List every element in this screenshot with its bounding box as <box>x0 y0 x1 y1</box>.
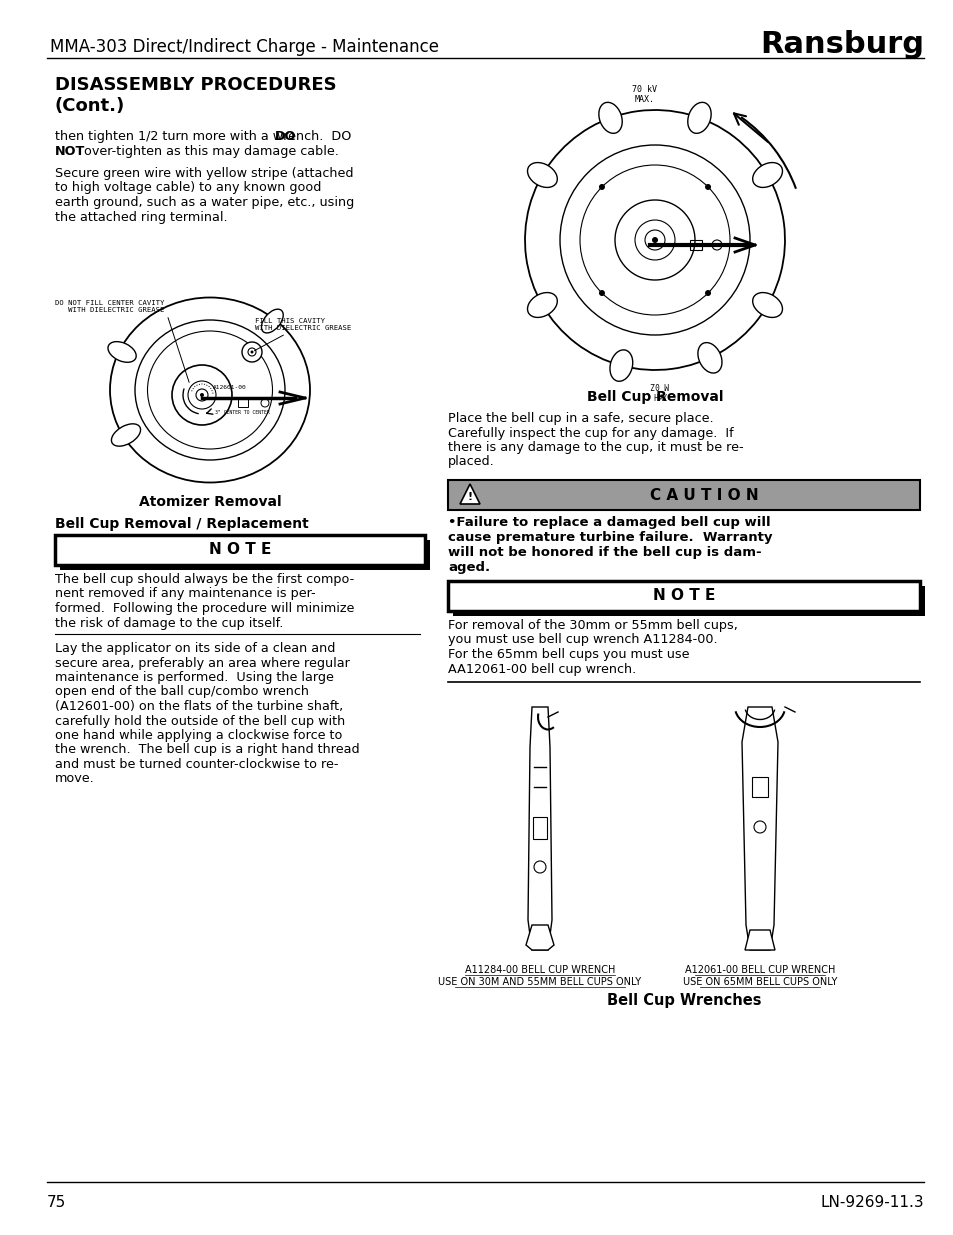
Text: Atomizer Removal: Atomizer Removal <box>138 495 281 509</box>
Text: N O T E: N O T E <box>209 542 271 557</box>
Text: MMA-303 Direct/Indirect Charge - Maintenance: MMA-303 Direct/Indirect Charge - Mainten… <box>50 38 438 56</box>
Circle shape <box>598 184 604 190</box>
Text: aged.: aged. <box>448 561 490 574</box>
Text: For the 65mm bell cups you must use: For the 65mm bell cups you must use <box>448 648 689 661</box>
Ellipse shape <box>108 342 136 362</box>
Text: 70 kV: 70 kV <box>632 85 657 94</box>
Text: NOT: NOT <box>55 144 85 158</box>
Text: XYH
M 0Z: XYH M 0Z <box>650 380 669 399</box>
Text: Carefully inspect the cup for any damage.  If: Carefully inspect the cup for any damage… <box>448 426 733 440</box>
Text: USE ON 30M AND 55MM BELL CUPS ONLY: USE ON 30M AND 55MM BELL CUPS ONLY <box>438 977 640 987</box>
Text: Bell Cup Wrenches: Bell Cup Wrenches <box>606 993 760 1008</box>
Ellipse shape <box>112 424 140 446</box>
Text: open end of the ball cup/combo wrench: open end of the ball cup/combo wrench <box>55 685 309 699</box>
Text: 75: 75 <box>47 1195 66 1210</box>
Text: N O T E: N O T E <box>652 588 715 603</box>
Text: maintenance is performed.  Using the large: maintenance is performed. Using the larg… <box>55 671 334 684</box>
FancyBboxPatch shape <box>453 585 924 616</box>
FancyBboxPatch shape <box>448 580 919 611</box>
Ellipse shape <box>598 103 621 133</box>
Text: the wrench.  The bell cup is a right hand thread: the wrench. The bell cup is a right hand… <box>55 743 359 757</box>
Text: the risk of damage to the cup itself.: the risk of damage to the cup itself. <box>55 616 283 630</box>
Text: A12601-00: A12601-00 <box>213 385 247 390</box>
Text: placed.: placed. <box>448 456 495 468</box>
Text: nent removed if any maintenance is per-: nent removed if any maintenance is per- <box>55 588 315 600</box>
Polygon shape <box>741 706 778 950</box>
Text: (A12601-00) on the flats of the turbine shaft,: (A12601-00) on the flats of the turbine … <box>55 700 343 713</box>
Text: LN-9269-11.3: LN-9269-11.3 <box>820 1195 923 1210</box>
Text: then tighten 1/2 turn more with a wrench.  DO: then tighten 1/2 turn more with a wrench… <box>55 130 351 143</box>
Text: USE ON 65MM BELL CUPS ONLY: USE ON 65MM BELL CUPS ONLY <box>682 977 837 987</box>
Circle shape <box>704 184 710 190</box>
Text: one hand while applying a clockwise force to: one hand while applying a clockwise forc… <box>55 729 342 742</box>
Text: AA12061-00 bell cup wrench.: AA12061-00 bell cup wrench. <box>448 662 636 676</box>
Text: DO NOT FILL CENTER CAVITY
   WITH DIELECTRIC GREASE: DO NOT FILL CENTER CAVITY WITH DIELECTRI… <box>55 300 189 383</box>
Text: (Cont.): (Cont.) <box>55 98 125 115</box>
Text: Lay the applicator on its side of a clean and: Lay the applicator on its side of a clea… <box>55 642 335 655</box>
Text: formed.  Following the procedure will minimize: formed. Following the procedure will min… <box>55 601 354 615</box>
Ellipse shape <box>609 350 632 382</box>
Polygon shape <box>744 930 774 950</box>
Text: you must use bell cup wrench A11284-00.: you must use bell cup wrench A11284-00. <box>448 634 717 646</box>
Text: C A U T I O N: C A U T I O N <box>649 488 758 503</box>
Polygon shape <box>459 484 479 504</box>
Circle shape <box>704 290 710 296</box>
Text: A12061-00 BELL CUP WRENCH: A12061-00 BELL CUP WRENCH <box>684 965 834 974</box>
Text: 3" CENTER TO CENTER: 3" CENTER TO CENTER <box>214 410 270 415</box>
FancyBboxPatch shape <box>60 540 430 571</box>
Text: over-tighten as this may damage cable.: over-tighten as this may damage cable. <box>80 144 338 158</box>
Ellipse shape <box>687 103 710 133</box>
Text: cause premature turbine failure.  Warranty: cause premature turbine failure. Warrant… <box>448 531 772 543</box>
Circle shape <box>251 351 253 353</box>
Polygon shape <box>527 706 552 950</box>
Text: Place the bell cup in a safe, secure place.: Place the bell cup in a safe, secure pla… <box>448 412 713 425</box>
FancyBboxPatch shape <box>55 535 424 564</box>
Text: there is any damage to the cup, it must be re-: there is any damage to the cup, it must … <box>448 441 742 454</box>
Text: DO: DO <box>274 130 296 143</box>
Circle shape <box>200 393 204 396</box>
Text: will not be honored if the bell cup is dam-: will not be honored if the bell cup is d… <box>448 546 760 559</box>
Text: For removal of the 30mm or 55mm bell cups,: For removal of the 30mm or 55mm bell cup… <box>448 619 737 632</box>
Polygon shape <box>525 925 554 950</box>
Circle shape <box>242 342 262 362</box>
Ellipse shape <box>527 163 557 188</box>
Ellipse shape <box>261 309 283 333</box>
Text: carefully hold the outside of the bell cup with: carefully hold the outside of the bell c… <box>55 715 345 727</box>
Ellipse shape <box>752 163 781 188</box>
Circle shape <box>651 237 658 243</box>
Text: Bell Cup Removal / Replacement: Bell Cup Removal / Replacement <box>55 517 309 531</box>
Text: FILL THIS CAVITY
WITH DIELECTRIC GREASE: FILL THIS CAVITY WITH DIELECTRIC GREASE <box>254 317 351 351</box>
Text: MAX.: MAX. <box>635 95 655 104</box>
Text: DISASSEMBLY PROCEDURES: DISASSEMBLY PROCEDURES <box>55 77 336 94</box>
Text: secure area, preferably an area where regular: secure area, preferably an area where re… <box>55 657 350 669</box>
Text: and must be turned counter-clockwise to re-: and must be turned counter-clockwise to … <box>55 758 338 771</box>
FancyBboxPatch shape <box>448 480 919 510</box>
Text: A11284-00 BELL CUP WRENCH: A11284-00 BELL CUP WRENCH <box>464 965 615 974</box>
Text: Ransburg: Ransburg <box>760 30 923 59</box>
Text: The bell cup should always be the first compo-: The bell cup should always be the first … <box>55 573 354 585</box>
Text: !: ! <box>467 492 472 501</box>
Text: move.: move. <box>55 773 94 785</box>
Ellipse shape <box>527 293 557 317</box>
Ellipse shape <box>698 342 721 373</box>
Text: Secure green wire with yellow stripe (attached: Secure green wire with yellow stripe (at… <box>55 167 354 180</box>
Text: •Failure to replace a damaged bell cup will: •Failure to replace a damaged bell cup w… <box>448 516 770 529</box>
Text: the attached ring terminal.: the attached ring terminal. <box>55 210 228 224</box>
Text: earth ground, such as a water pipe, etc., using: earth ground, such as a water pipe, etc.… <box>55 196 354 209</box>
Ellipse shape <box>752 293 781 317</box>
Text: to high voltage cable) to any known good: to high voltage cable) to any known good <box>55 182 321 194</box>
Circle shape <box>598 290 604 296</box>
Text: Bell Cup Removal: Bell Cup Removal <box>586 390 722 404</box>
